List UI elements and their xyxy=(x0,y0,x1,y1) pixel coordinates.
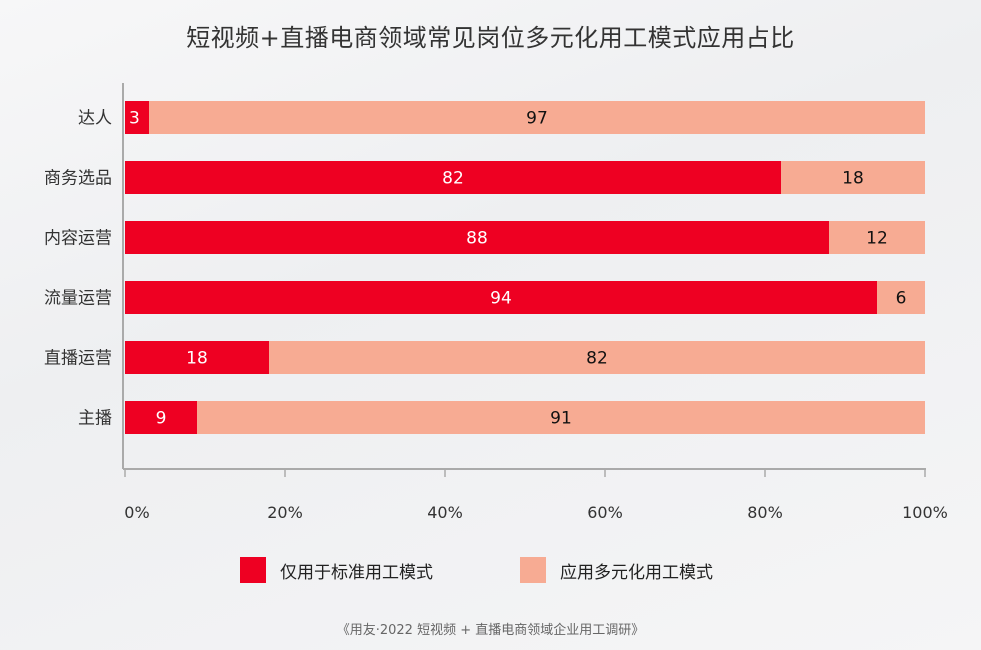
bar-segment xyxy=(197,401,925,434)
chart-title: 短视频+直播电商领域常见岗位多元化用工模式应用占比 xyxy=(186,24,795,52)
category-label: 商务选品 xyxy=(44,169,112,189)
category-label: 主播 xyxy=(78,409,112,429)
category-label: 达人 xyxy=(78,109,112,129)
x-tick-label: 20% xyxy=(267,503,303,522)
data-label: 18 xyxy=(842,169,864,189)
bar-segment xyxy=(125,101,149,134)
source-note: 《用友·2022 短视频 + 直播电商领域企业用工调研》 xyxy=(336,623,645,638)
data-label: 82 xyxy=(586,349,608,369)
data-label: 18 xyxy=(186,349,208,369)
bar-segment xyxy=(125,161,781,194)
data-label: 3 xyxy=(129,109,140,129)
bar-segment xyxy=(125,341,269,374)
data-label: 88 xyxy=(466,229,488,249)
category-label: 流量运营 xyxy=(44,289,112,309)
data-label: 9 xyxy=(156,409,167,429)
category-label: 内容运营 xyxy=(44,229,112,249)
bar-segment xyxy=(877,281,925,314)
bar-segment xyxy=(125,221,829,254)
data-label: 6 xyxy=(896,289,907,309)
bar-segment xyxy=(269,341,925,374)
bar-segment xyxy=(125,281,877,314)
bar-segment xyxy=(149,101,925,134)
bar-segment xyxy=(781,161,925,194)
legend-swatch-diverse xyxy=(520,557,546,583)
legend-label: 仅用于标准用工模式 xyxy=(280,562,433,583)
data-label: 82 xyxy=(442,169,464,189)
legend-label: 应用多元化用工模式 xyxy=(560,562,713,583)
data-label: 94 xyxy=(490,289,512,309)
category-label: 直播运营 xyxy=(44,349,112,369)
x-tick-label: 40% xyxy=(427,503,463,522)
legend-swatch-standard xyxy=(240,557,266,583)
data-label: 12 xyxy=(866,229,888,249)
x-tick-label: 80% xyxy=(747,503,783,522)
bar-segment xyxy=(125,401,197,434)
legend: 仅用于标准用工模式 应用多元化用工模式 xyxy=(0,557,981,585)
legend-item-standard: 仅用于标准用工模式 xyxy=(240,557,433,583)
x-tick-label: 60% xyxy=(587,503,623,522)
data-label: 97 xyxy=(526,109,548,129)
x-tick-label: 100% xyxy=(902,503,948,522)
data-label: 91 xyxy=(550,409,572,429)
bar-segment xyxy=(829,221,925,254)
x-tick-label: 0% xyxy=(124,503,149,522)
legend-item-diverse: 应用多元化用工模式 xyxy=(520,557,713,583)
